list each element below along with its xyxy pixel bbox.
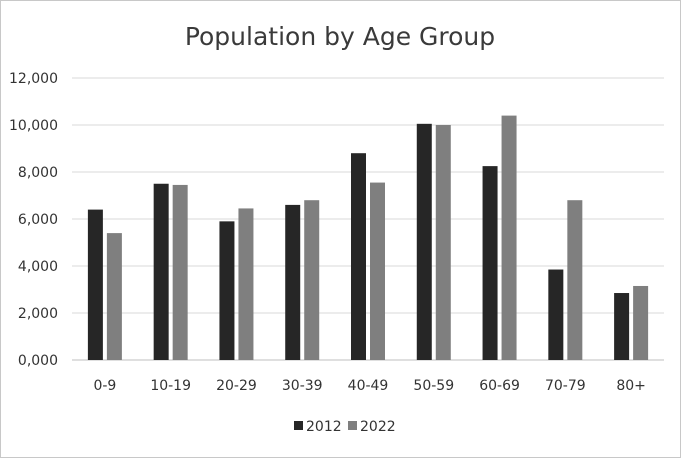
x-axis-ticks: 0-9 10-19 20-29 30-39 40-49 50-59 60-69 70-79 80… xyxy=(93,378,645,394)
y-tick-label: 2,000 xyxy=(18,306,58,322)
y-axis-ticks: 0,000 2,000 4,000 6,000 8,000 10,000 12,000 xyxy=(9,71,58,369)
bar-2012-10-19 xyxy=(153,183,169,360)
y-tick-label: 8,000 xyxy=(18,165,58,181)
bar-2022-40-49 xyxy=(370,182,385,360)
bar-2022-0-9 xyxy=(106,233,122,360)
chart-title: Population by Age Group xyxy=(185,22,495,51)
bar-2012-20-29 xyxy=(219,221,235,360)
legend-label-2012: 2012 xyxy=(306,419,342,435)
x-tick-label: 70-79 xyxy=(545,378,586,394)
y-tick-label: 0,000 xyxy=(18,353,58,369)
bar-2012-40-49 xyxy=(351,153,366,360)
x-tick-label: 60-69 xyxy=(479,378,520,394)
legend: 2012 2022 xyxy=(294,419,396,435)
x-tick-label: 40-49 xyxy=(348,378,389,394)
x-tick-label: 30-39 xyxy=(282,378,323,394)
x-tick-label: 50-59 xyxy=(413,378,454,394)
bar-2022-20-29 xyxy=(238,208,254,360)
y-tick-label: 12,000 xyxy=(9,71,58,87)
bar-2012-70-79 xyxy=(548,269,564,360)
bar-2012-0-9 xyxy=(87,209,103,360)
legend-swatch-2012 xyxy=(294,421,303,430)
y-tick-label: 4,000 xyxy=(18,259,58,275)
x-tick-label: 20-29 xyxy=(216,378,257,394)
x-tick-label: 0-9 xyxy=(93,378,116,394)
bar-2022-60-69 xyxy=(501,115,517,360)
y-tick-label: 6,000 xyxy=(18,212,58,228)
legend-label-2022: 2022 xyxy=(360,419,396,435)
bar-2012-30-39 xyxy=(285,204,301,360)
bar-2012-60-69 xyxy=(482,166,498,360)
legend-swatch-2022 xyxy=(348,421,357,430)
y-tick-label: 10,000 xyxy=(9,118,58,134)
bars xyxy=(87,115,649,360)
bar-2022-30-39 xyxy=(304,200,320,360)
bar-2022-10-19 xyxy=(172,184,188,360)
x-tick-label: 10-19 xyxy=(150,378,191,394)
bar-2022-70-79 xyxy=(567,200,583,360)
bar-2022-50-59 xyxy=(435,125,451,360)
x-tick-label: 80+ xyxy=(616,378,646,394)
bar-2012-50-59 xyxy=(416,123,432,360)
gridlines xyxy=(72,77,664,361)
bar-2012-80+ xyxy=(614,293,630,360)
bar-2022-80+ xyxy=(633,285,649,360)
